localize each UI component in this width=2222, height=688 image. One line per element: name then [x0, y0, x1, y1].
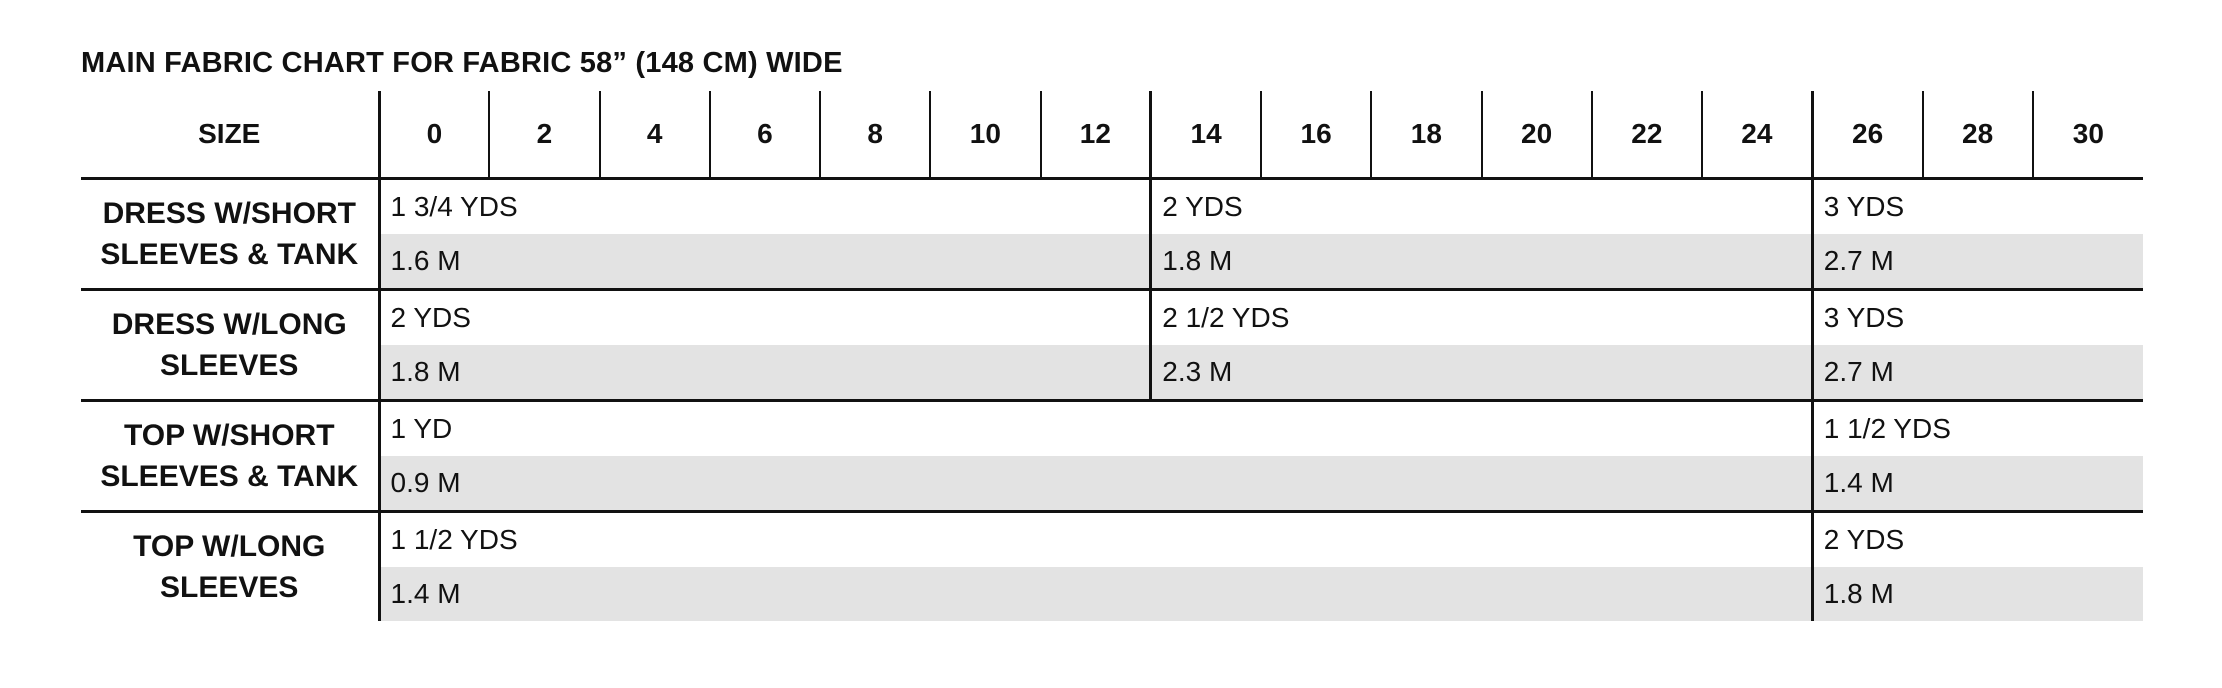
garment-label-line: SLEEVES: [160, 571, 299, 604]
size-header-cell: 24: [1700, 91, 1813, 180]
garment-label-line: DRESS W/SHORT: [102, 197, 356, 230]
table-row-yardage: DRESS W/SHORT SLEEVES & TANK 1 3/4 YDS 2…: [81, 178, 2143, 271]
yardage-cell: 1 YD: [377, 399, 1813, 456]
meters-cell: 2.7 M: [1810, 234, 2143, 290]
yardage-cell: 2 YDS: [1149, 178, 1813, 234]
meters-cell: 1.4 M: [1810, 456, 2143, 512]
yardage-cell: 2 YDS: [377, 288, 1151, 345]
size-header-cell: 16: [1259, 91, 1372, 180]
table-row-yardage: TOP W/SHORT SLEEVES & TANK 1 YD 1 1/2 YD…: [81, 399, 2143, 512]
size-header-cell: 22: [1590, 91, 1702, 180]
size-header-cell: 2: [488, 91, 600, 180]
meters-cell: 2.3 M: [1149, 345, 1813, 401]
table-row-meters: 1.4 M 1.8 M: [81, 567, 2143, 621]
yardage-cell: 1 1/2 YDS: [1810, 399, 2143, 456]
table-row-yardage: DRESS W/LONG SLEEVES 2 YDS 2 1/2 YDS 3 Y…: [81, 288, 2143, 401]
garment-label-line: SLEEVES: [160, 349, 299, 382]
meters-cell: 1.4 M: [377, 567, 1813, 621]
yardage-cell: 1 1/2 YDS: [377, 510, 1813, 567]
yardage-cell: 1 3/4 YDS: [377, 178, 1151, 234]
size-header-cell: 12: [1039, 91, 1151, 180]
chart-title: MAIN FABRIC CHART FOR FABRIC 58” (148 CM…: [81, 47, 843, 79]
garment-label-line: DRESS W/LONG: [111, 308, 347, 341]
size-header-cell: 14: [1149, 91, 1261, 180]
yardage-cell: 3 YDS: [1810, 178, 2143, 234]
garment-label-line: TOP W/LONG: [133, 530, 326, 563]
fabric-requirements-table: SIZE 0 2 4 6 8 10 12 14 16 18 20 22 24 2…: [81, 91, 2143, 621]
garment-label: DRESS W/SHORT SLEEVES & TANK: [81, 179, 379, 290]
garment-label-line: SLEEVES & TANK: [100, 238, 359, 271]
meters-cell: 1.8 M: [1810, 567, 2143, 621]
size-header-cell: 8: [818, 91, 931, 180]
size-header-cell: 4: [598, 91, 710, 180]
garment-label-line: SLEEVES & TANK: [100, 460, 359, 493]
garment-label: TOP W/LONG SLEEVES: [81, 510, 379, 621]
size-header-row: SIZE 0 2 4 6 8 10 12 14 16 18 20 22 24 2…: [81, 91, 2143, 180]
size-header-cell: 26: [1810, 91, 1923, 180]
size-header-cell: 10: [929, 91, 1041, 180]
table-row-meters: 1.8 M 2.3 M 2.7 M: [81, 345, 2143, 401]
garment-label-line: TOP W/SHORT: [123, 419, 335, 452]
size-header-cell: 30: [2031, 91, 2143, 180]
yardage-cell: 2 YDS: [1810, 510, 2143, 567]
meters-cell: 2.7 M: [1810, 345, 2143, 401]
size-header-cell: 20: [1480, 91, 1592, 180]
size-header-label: SIZE: [81, 91, 379, 180]
size-header-cell: 28: [1921, 91, 2033, 180]
size-header-cell: 0: [377, 91, 490, 180]
garment-label: DRESS W/LONG SLEEVES: [81, 288, 379, 401]
meters-cell: 1.8 M: [1149, 234, 1813, 290]
yardage-cell: 2 1/2 YDS: [1149, 288, 1813, 345]
size-header-cell: 18: [1370, 91, 1482, 180]
yardage-cell: 3 YDS: [1810, 288, 2143, 345]
table-row-meters: 0.9 M 1.4 M: [81, 456, 2143, 512]
meters-cell: 1.6 M: [377, 234, 1151, 290]
table-row-meters: 1.6 M 1.8 M 2.7 M: [81, 234, 2143, 290]
table-row-yardage: TOP W/LONG SLEEVES 1 1/2 YDS 2 YDS: [81, 510, 2143, 621]
size-header-cell: 6: [708, 91, 820, 180]
meters-cell: 0.9 M: [377, 456, 1813, 512]
garment-label: TOP W/SHORT SLEEVES & TANK: [81, 399, 379, 512]
meters-cell: 1.8 M: [377, 345, 1151, 401]
